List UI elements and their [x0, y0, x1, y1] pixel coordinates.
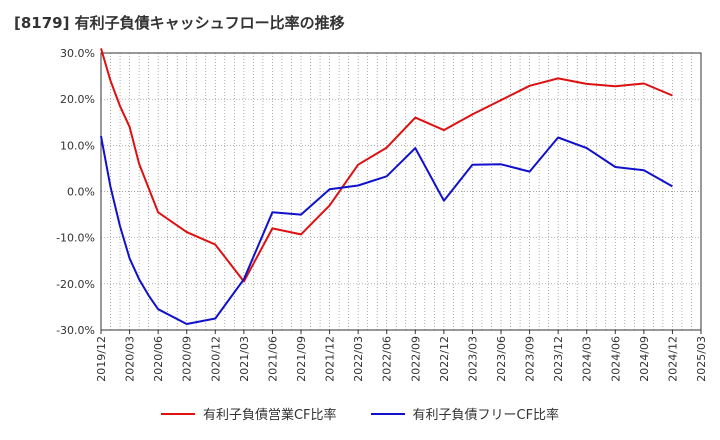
y-tick-label: 20.0%	[60, 93, 95, 106]
chart-title: [8179] 有利子負債キャッシュフロー比率の推移	[14, 14, 345, 32]
x-tick-label: 2020/09	[181, 336, 194, 382]
x-tick-label: 2020/06	[152, 336, 165, 382]
axes	[100, 52, 702, 334]
x-tick-label: 2020/12	[209, 336, 222, 382]
y-tick-label: 30.0%	[60, 47, 95, 60]
x-tick-label: 2021/09	[295, 336, 308, 382]
x-tick-labels: 2019/12 2020/03 2020/06 2020/09 2020/12 2021/…	[95, 336, 708, 382]
x-tick-label: 2025/03	[695, 336, 708, 382]
x-tick-label: 2023/06	[495, 336, 508, 382]
legend-label: 有利子負債営業CF比率	[202, 408, 337, 423]
x-tick-label: 2023/12	[552, 336, 565, 382]
legend-item: 有利子負債営業CF比率	[160, 404, 337, 423]
y-tick-labels: 30.0% 20.0% 10.0% 0.0% -10.0% -20.0% -30.0%	[56, 47, 95, 337]
x-tick-label: 2023/03	[466, 336, 479, 382]
x-tick-label: 2024/12	[666, 336, 679, 382]
x-tick-label: 2021/12	[324, 336, 337, 382]
x-tick-label: 2022/09	[409, 336, 422, 382]
y-tick-label: -30.0%	[56, 324, 95, 337]
legend-swatch	[160, 412, 195, 415]
plot-frame	[100, 52, 702, 331]
y-tick-label: 10.0%	[60, 139, 95, 152]
x-tick-label: 2024/03	[581, 336, 594, 382]
series-line	[100, 48, 673, 283]
y-tick-label: -10.0%	[56, 232, 95, 245]
y-tick-label: -20.0%	[56, 278, 95, 291]
x-tick-label: 2022/03	[352, 336, 365, 382]
x-tick-label: 2022/12	[438, 336, 451, 382]
series-lines	[100, 48, 673, 325]
x-tick-label: 2019/12	[95, 336, 108, 382]
x-tick-label: 2021/06	[266, 336, 279, 382]
legend-label: 有利子負債フリーCF比率	[412, 408, 560, 423]
y-tick-label: 0.0%	[67, 186, 95, 199]
x-tick-label: 2022/06	[381, 336, 394, 382]
x-tick-label: 2024/09	[638, 336, 651, 382]
legend-swatch	[370, 412, 405, 415]
legend: 有利子負債営業CF比率 有利子負債フリーCF比率	[0, 404, 720, 423]
legend-item: 有利子負債フリーCF比率	[370, 404, 560, 423]
series-line	[100, 135, 673, 325]
x-tick-label: 2020/03	[124, 336, 137, 382]
x-tick-label: 2023/09	[524, 336, 537, 382]
x-tick-label: 2021/03	[238, 336, 251, 382]
grid	[101, 53, 701, 330]
x-tick-label: 2024/06	[609, 336, 622, 382]
